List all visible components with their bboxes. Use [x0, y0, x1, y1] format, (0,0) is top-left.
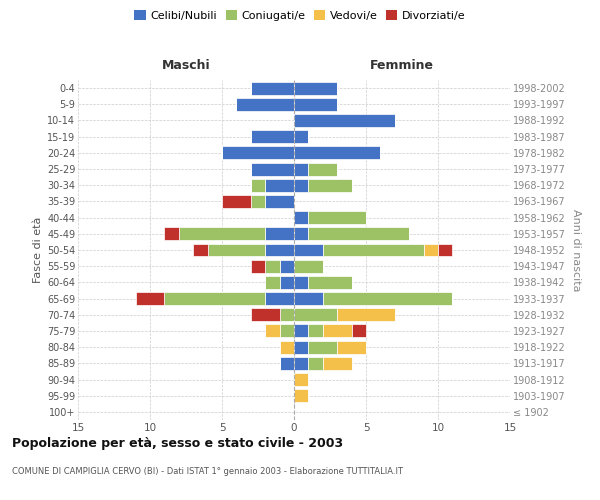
Bar [352, 324, 366, 338]
Bar [294, 324, 308, 338]
Bar [308, 211, 366, 224]
Bar [337, 308, 395, 321]
Bar [294, 179, 308, 192]
Bar [265, 195, 294, 208]
Bar [265, 324, 280, 338]
Bar [280, 276, 294, 289]
Bar [308, 228, 409, 240]
Bar [308, 324, 323, 338]
Bar [251, 130, 294, 143]
Bar [265, 179, 294, 192]
Bar [323, 292, 452, 305]
Text: COMUNE DI CAMPIGLIA CERVO (BI) - Dati ISTAT 1° gennaio 2003 - Elaborazione TUTTI: COMUNE DI CAMPIGLIA CERVO (BI) - Dati IS… [12, 468, 403, 476]
Bar [438, 244, 452, 256]
Bar [294, 389, 308, 402]
Bar [308, 340, 337, 353]
Bar [280, 357, 294, 370]
Bar [251, 195, 265, 208]
Bar [294, 308, 337, 321]
Bar [294, 340, 308, 353]
Y-axis label: Anni di nascita: Anni di nascita [571, 208, 581, 291]
Bar [308, 179, 352, 192]
Bar [294, 228, 308, 240]
Bar [294, 98, 337, 111]
Bar [294, 357, 308, 370]
Bar [308, 357, 323, 370]
Bar [251, 82, 294, 94]
Bar [136, 292, 164, 305]
Bar [308, 276, 352, 289]
Text: Popolazione per età, sesso e stato civile - 2003: Popolazione per età, sesso e stato civil… [12, 438, 343, 450]
Bar [251, 179, 265, 192]
Bar [265, 244, 294, 256]
Bar [294, 211, 308, 224]
Bar [251, 308, 280, 321]
Bar [164, 228, 179, 240]
Bar [208, 244, 265, 256]
Bar [294, 146, 380, 160]
Bar [265, 276, 280, 289]
Bar [424, 244, 438, 256]
Bar [294, 244, 323, 256]
Bar [323, 244, 424, 256]
Bar [308, 162, 337, 175]
Bar [323, 357, 352, 370]
Bar [294, 82, 337, 94]
Bar [337, 340, 366, 353]
Bar [265, 260, 280, 272]
Bar [280, 308, 294, 321]
Bar [280, 260, 294, 272]
Bar [294, 114, 395, 127]
Bar [251, 162, 294, 175]
Bar [222, 195, 251, 208]
Bar [294, 130, 308, 143]
Bar [265, 228, 294, 240]
Bar [280, 340, 294, 353]
Bar [222, 146, 294, 160]
Bar [265, 292, 294, 305]
Bar [294, 292, 323, 305]
Bar [294, 373, 308, 386]
Bar [280, 324, 294, 338]
Legend: Celibi/Nubili, Coniugati/e, Vedovi/e, Divorziati/e: Celibi/Nubili, Coniugati/e, Vedovi/e, Di… [132, 8, 468, 23]
Text: Maschi: Maschi [161, 60, 211, 72]
Bar [294, 276, 308, 289]
Bar [236, 98, 294, 111]
Bar [164, 292, 265, 305]
Bar [294, 162, 308, 175]
Bar [251, 260, 265, 272]
Text: Femmine: Femmine [370, 60, 434, 72]
Bar [179, 228, 265, 240]
Bar [193, 244, 208, 256]
Y-axis label: Fasce di età: Fasce di età [32, 217, 43, 283]
Bar [323, 324, 352, 338]
Bar [294, 260, 323, 272]
